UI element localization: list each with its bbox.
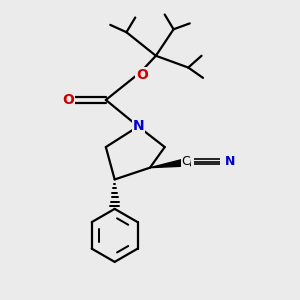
- Text: N: N: [132, 119, 144, 134]
- Text: O: O: [62, 93, 74, 107]
- Text: N: N: [225, 155, 236, 168]
- Text: C: C: [181, 155, 190, 168]
- Polygon shape: [150, 158, 190, 168]
- Text: O: O: [136, 68, 148, 82]
